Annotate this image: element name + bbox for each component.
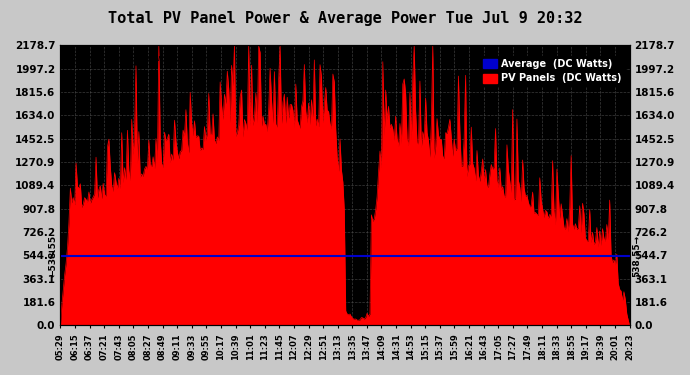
Legend: Average  (DC Watts), PV Panels  (DC Watts): Average (DC Watts), PV Panels (DC Watts) [480,56,624,86]
Text: ←538.55: ←538.55 [48,235,57,277]
Text: Copyright 2013 Cartronics.com: Copyright 2013 Cartronics.com [66,54,207,63]
Text: Total PV Panel Power & Average Power Tue Jul 9 20:32: Total PV Panel Power & Average Power Tue… [108,11,582,26]
Text: 538.55→: 538.55→ [633,235,642,277]
